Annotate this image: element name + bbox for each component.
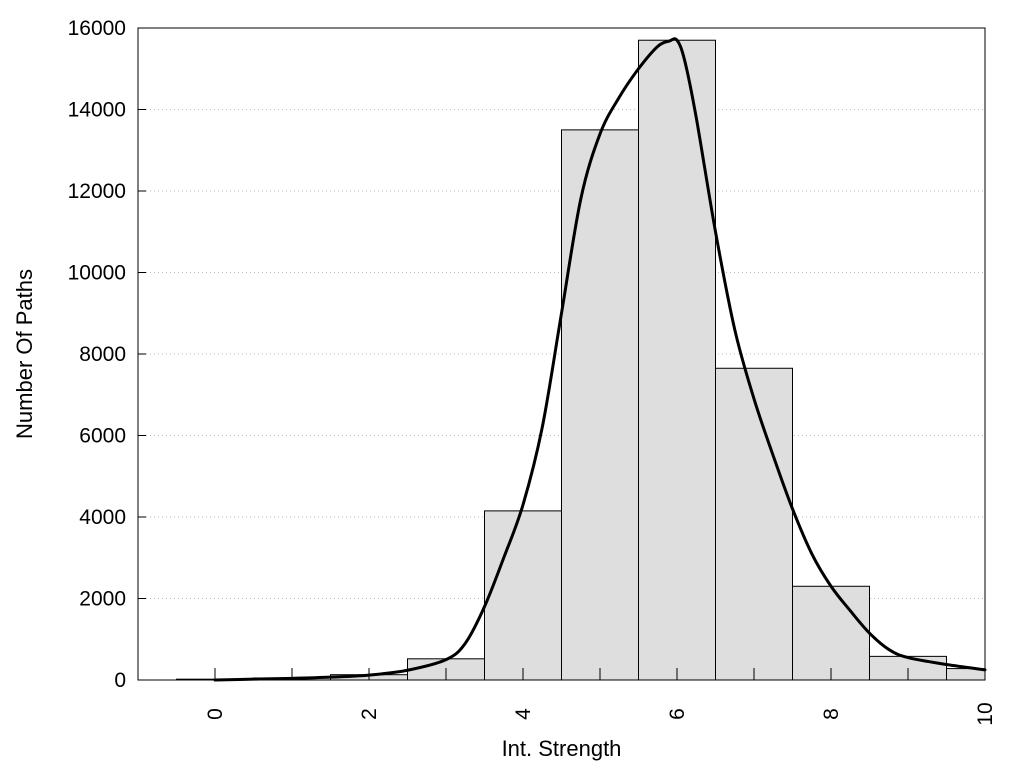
histogram-bars	[176, 39, 986, 681]
y-tick-label: 14000	[68, 99, 126, 122]
histogram-bar	[561, 129, 639, 681]
y-tick-label: 8000	[79, 343, 126, 366]
y-tick-label: 16000	[68, 17, 126, 40]
x-axis-title: Int. Strength	[502, 736, 622, 761]
density-curve-group	[213, 37, 987, 682]
x-tick-label: 8	[820, 708, 843, 720]
y-tick-label: 4000	[79, 506, 126, 529]
y-tick-label: 12000	[68, 180, 126, 203]
histogram-bar	[638, 39, 716, 681]
y-tick-label: 0	[114, 669, 126, 692]
y-tick-label: 2000	[79, 588, 126, 611]
y-axis-title: Number Of Paths	[12, 269, 37, 439]
x-tick-label: 6	[666, 708, 689, 720]
histogram-bar	[792, 585, 870, 681]
y-tick-label: 6000	[79, 425, 126, 448]
y-tick-label: 10000	[68, 262, 126, 285]
histogram-bar	[484, 510, 562, 681]
axis-labels: Int. Strength Number Of Paths	[12, 269, 621, 761]
density-curve	[213, 37, 987, 682]
x-tick-label: 0	[204, 708, 227, 720]
x-tick-label: 2	[358, 708, 381, 720]
axis-ticks: 0 2000 4000 6000 8000 10000 12000 14000 16000 0 2 4…	[68, 17, 997, 726]
x-tick-label: 10	[974, 702, 997, 725]
histogram-bar	[715, 367, 793, 681]
x-tick-label: 4	[512, 708, 535, 720]
